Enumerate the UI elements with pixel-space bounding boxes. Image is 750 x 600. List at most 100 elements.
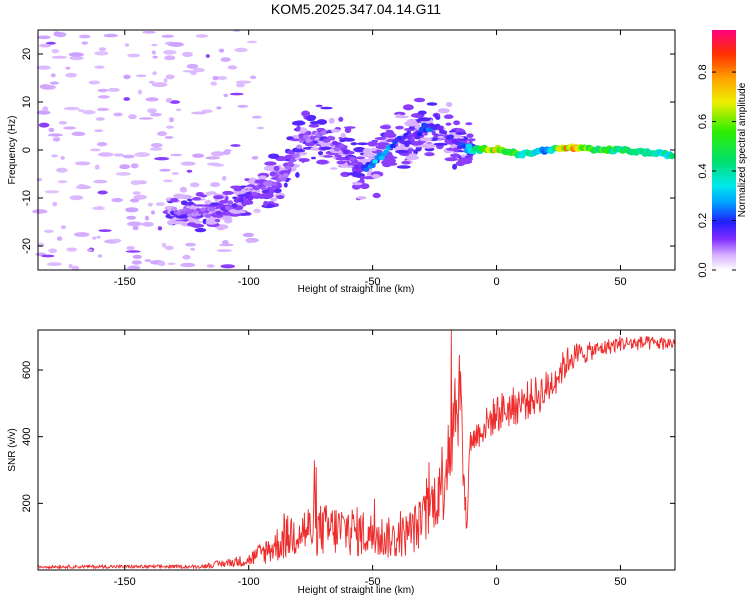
spectrogram-cell	[200, 207, 207, 212]
spectrogram-cell	[395, 125, 404, 130]
spectrogram-cell	[321, 146, 332, 150]
spectrogram-cell	[354, 164, 361, 169]
spectrogram-cell	[340, 171, 350, 177]
spectrogram-cell	[370, 147, 377, 152]
spectrogram-cell	[437, 135, 446, 139]
spectrogram-cell	[455, 132, 467, 135]
spectrogram-cell	[43, 229, 54, 233]
spectrogram-cell	[191, 111, 207, 115]
y-tick-label: 20	[21, 48, 33, 60]
y-tick-label: -20	[21, 238, 33, 254]
spectrogram-cell	[182, 70, 196, 73]
spectrogram-cell	[443, 114, 454, 119]
spectrogram-cell	[260, 194, 266, 199]
spectrogram-cell	[171, 172, 179, 175]
spectrogram-cell	[42, 106, 49, 112]
spectrogram-cell	[46, 41, 56, 45]
spectrogram-cell	[328, 117, 335, 124]
snr-panel: -150 -100 -50 0 50 200 400 600 Height of straig…	[7, 329, 676, 596]
spectrogram-cell	[135, 74, 147, 78]
spectrogram-cell	[465, 122, 473, 126]
spectrogram-cell	[385, 129, 393, 133]
spectrogram-cell	[223, 217, 233, 224]
spectrogram-cell	[256, 126, 265, 130]
spectrogram-cell	[151, 43, 158, 47]
spectrogram-cell	[349, 156, 356, 161]
y-tick-label: 10	[21, 96, 33, 108]
spectrogram-cell	[359, 183, 370, 190]
spectrogram-cell	[74, 232, 90, 237]
spectrogram-cell	[58, 121, 68, 125]
spectrogram-cell	[157, 261, 166, 267]
spectrogram-cell	[273, 188, 282, 194]
spectrogram-cell	[169, 117, 174, 123]
spectrogram-cell	[212, 76, 219, 81]
spectrogram-y-axis-label: Frequency (Hz)	[7, 116, 18, 185]
spectrogram-cell	[280, 176, 287, 182]
spectrogram-cell	[464, 157, 473, 161]
spectrogram-cell	[356, 196, 367, 200]
spectrogram-cell	[334, 147, 341, 152]
spectrogram-cell	[46, 262, 62, 266]
spectrogram-cell	[95, 117, 105, 121]
spectrogram-cell	[96, 142, 108, 147]
spectrogram-cell	[387, 159, 394, 163]
spectrogram-cell	[218, 200, 230, 204]
spectrogram-cell	[250, 75, 257, 80]
spectrogram-cell	[186, 169, 193, 173]
spectrogram-cell	[32, 209, 48, 214]
x-tick-label: 0	[493, 576, 499, 588]
spectrogram-cell	[251, 191, 258, 197]
spectrogram-cell	[409, 126, 415, 130]
spectrogram-cell	[339, 138, 346, 143]
spectrogram-cell	[413, 97, 426, 103]
spectrogram-cell	[445, 102, 453, 107]
spectrogram-cell	[107, 87, 120, 92]
spectrogram-cell	[138, 117, 154, 120]
spectrogram-cell	[113, 112, 123, 117]
spectrogram-cell	[123, 97, 130, 101]
spectrogram-cell	[172, 220, 186, 225]
spectrogram-cell	[69, 195, 84, 201]
spectrogram-cell	[372, 192, 381, 199]
spectrogram-cell	[192, 197, 202, 201]
spectrogram-cell	[165, 245, 174, 251]
spectrogram-cell	[125, 250, 141, 253]
spectrogram-cell	[362, 152, 375, 158]
spectrogram-cell	[194, 228, 207, 233]
spectrogram-cell	[96, 107, 110, 112]
spectrogram-cell	[155, 202, 165, 207]
x-tick-label: -150	[114, 276, 136, 288]
spectrogram-cell	[460, 154, 466, 158]
x-tick-label: -100	[238, 576, 260, 588]
spectrogram-cell	[375, 144, 389, 150]
spectrogram-cell	[60, 155, 65, 160]
spectrogram-cell	[247, 196, 254, 201]
snr-y-axis-label: SNR (v/v)	[7, 428, 18, 471]
spectrogram-cell	[190, 247, 196, 251]
spectrogram-cell	[379, 125, 391, 130]
spectrogram-cell	[170, 198, 179, 203]
spectrogram-cell	[395, 114, 402, 118]
spectrogram-cell	[253, 208, 261, 214]
y-tick-label: -10	[21, 190, 33, 206]
spectrogram-cell	[437, 108, 450, 114]
spectrogram-cell	[227, 200, 234, 205]
spectrogram-cell	[169, 100, 181, 104]
spectrogram-cell	[126, 215, 137, 220]
spectrogram-cell	[65, 72, 78, 78]
spectrogram-cell	[75, 185, 92, 190]
spectrogram-cell	[352, 183, 361, 190]
spectrogram-cell	[298, 133, 303, 138]
spectrogram-cell	[112, 238, 122, 243]
spectrogram-cell	[126, 246, 135, 250]
spectrogram-cell	[144, 215, 150, 221]
colorbar-gradient	[712, 30, 736, 270]
spectrogram-cell	[48, 248, 58, 254]
spectrogram-cell	[323, 155, 334, 158]
spectrogram-cell	[350, 142, 358, 146]
spectrogram-cell	[258, 175, 267, 180]
spectrogram-cell	[296, 125, 301, 132]
spectrogram-cell	[78, 109, 85, 112]
spectrogram-cell	[383, 149, 390, 154]
